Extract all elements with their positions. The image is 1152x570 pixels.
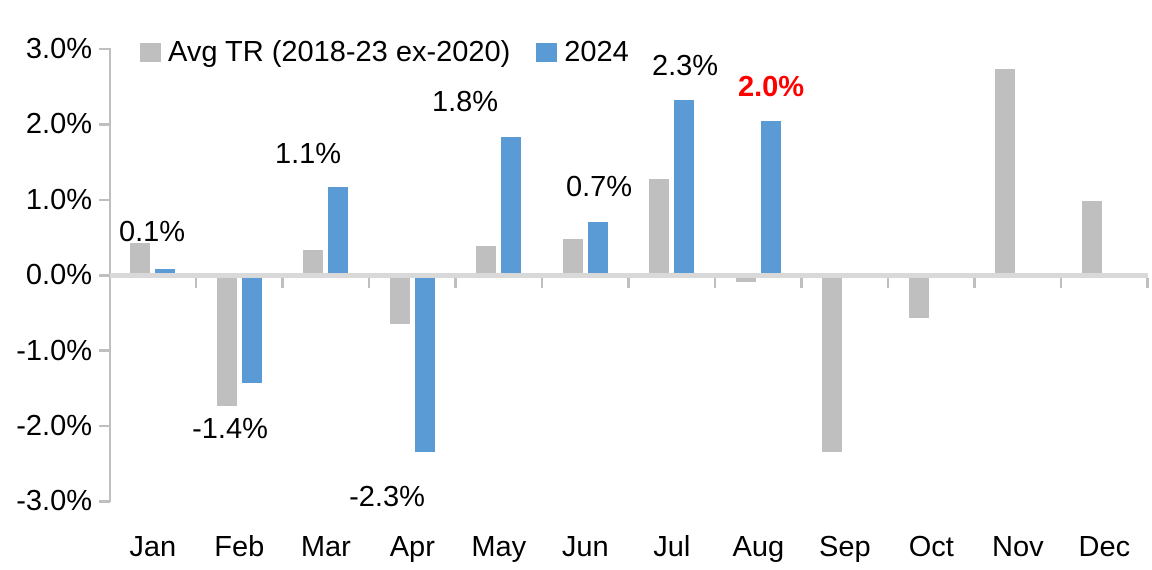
x-axis-zero-line (109, 273, 1148, 278)
bar-2024-mar (328, 187, 349, 273)
data-label-may: 1.8% (431, 86, 499, 118)
y-axis-tick (98, 424, 110, 428)
y-axis-tick-label: 1.0% (25, 183, 92, 216)
x-axis-label-apr: Apr (389, 531, 435, 563)
bar-avg-aug (735, 277, 756, 282)
data-label-aug: 2.0% (737, 71, 805, 103)
bar-avg-jun (562, 239, 583, 273)
x-axis-tick (973, 277, 976, 288)
x-axis-label-dec: Dec (1078, 531, 1131, 563)
x-axis-tick (281, 277, 284, 288)
bar-avg-jul (649, 178, 670, 274)
bar-avg-sep (822, 277, 843, 453)
legend: Avg TR (2018-23 ex-2020) 2024 (140, 36, 629, 69)
y-axis-tick (98, 123, 110, 126)
y-axis-tick-label: -3.0% (16, 485, 92, 518)
x-axis-label-oct: Oct (908, 531, 954, 563)
bar-2024-may (501, 137, 522, 273)
y-axis-tick (98, 198, 110, 202)
x-axis-label-aug: Aug (732, 531, 785, 563)
bar-2024-jan (155, 269, 176, 273)
bar-avg-apr (389, 277, 410, 325)
x-axis-tick (194, 277, 198, 288)
y-axis-tick-label: -1.0% (16, 334, 92, 367)
x-axis-tick (454, 277, 457, 288)
data-label-jul: 2.3% (651, 50, 719, 82)
legend-item-2024: 2024 (536, 36, 629, 69)
bar-avg-oct (908, 277, 929, 318)
x-axis-tick (627, 277, 630, 288)
bar-avg-nov (995, 69, 1016, 273)
bar-avg-dec (1081, 201, 1102, 273)
bar-2024-apr (414, 277, 435, 453)
data-label-jun: 0.7% (565, 171, 633, 203)
x-axis-tick (540, 277, 544, 288)
data-label-jan: 0.1% (118, 216, 186, 248)
y-axis-tick-label: -2.0% (16, 410, 92, 443)
y-axis-tick-label: 3.0% (25, 33, 92, 66)
x-axis-label-jan: Jan (129, 531, 177, 563)
x-axis-tick (1146, 277, 1149, 288)
y-axis-tick (98, 274, 110, 277)
bar-avg-may (476, 245, 497, 273)
bar-2024-jun (587, 221, 608, 273)
bar-2024-feb (241, 277, 262, 384)
x-axis-label-mar: Mar (300, 531, 351, 563)
bar-2024-aug (760, 121, 781, 273)
x-axis-label-jul: Jul (653, 531, 691, 563)
x-axis-label-nov: Nov (992, 531, 1044, 563)
x-axis-tick (1059, 277, 1063, 288)
x-axis-tick (886, 277, 890, 288)
legend-swatch-2024 (536, 43, 558, 62)
bar-avg-jan (130, 242, 151, 273)
legend-label-2024: 2024 (564, 36, 629, 68)
x-axis-label-jun: Jun (561, 531, 609, 563)
x-axis-tick (367, 277, 371, 288)
bar-avg-mar (303, 250, 324, 273)
y-axis-tick (98, 500, 110, 503)
y-axis-tick (98, 47, 110, 51)
data-label-feb: -1.4% (192, 413, 268, 445)
x-axis-tick (800, 277, 803, 288)
data-label-mar: 1.1% (274, 138, 342, 170)
y-axis-tick-label: 2.0% (25, 108, 92, 141)
bar-2024-jul (674, 99, 695, 273)
y-axis-tick (98, 349, 110, 352)
legend-swatch-avg-tr (140, 43, 161, 62)
x-axis-label-sep: Sep (818, 531, 871, 563)
data-label-apr: -2.3% (349, 481, 425, 513)
x-axis-label-feb: Feb (214, 531, 265, 563)
legend-label-avg-tr: Avg TR (2018-23 ex-2020) (168, 36, 511, 68)
bar-avg-feb (216, 277, 237, 406)
x-axis-label-may: May (471, 531, 527, 563)
y-axis-tick-label: 0.0% (25, 259, 92, 292)
legend-item-avg-tr: Avg TR (2018-23 ex-2020) (140, 36, 510, 69)
x-axis-tick (713, 277, 717, 288)
